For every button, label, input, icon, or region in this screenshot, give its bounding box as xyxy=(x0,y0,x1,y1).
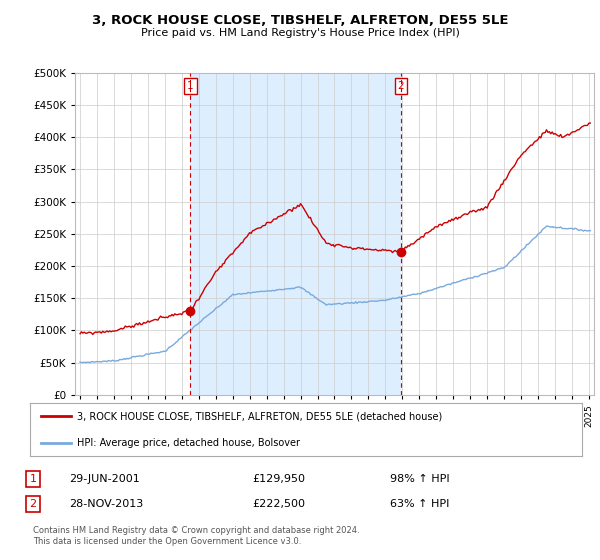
Text: £129,950: £129,950 xyxy=(252,474,305,484)
Text: HPI: Average price, detached house, Bolsover: HPI: Average price, detached house, Bols… xyxy=(77,438,300,448)
Text: 29-JUN-2001: 29-JUN-2001 xyxy=(69,474,140,484)
Text: Contains HM Land Registry data © Crown copyright and database right 2024.
This d: Contains HM Land Registry data © Crown c… xyxy=(33,526,359,546)
Text: 1: 1 xyxy=(187,81,194,91)
Text: 2: 2 xyxy=(29,499,37,509)
Text: 1: 1 xyxy=(29,474,37,484)
Text: 2: 2 xyxy=(398,81,404,91)
Text: 63% ↑ HPI: 63% ↑ HPI xyxy=(390,499,449,509)
Text: £222,500: £222,500 xyxy=(252,499,305,509)
Text: 3, ROCK HOUSE CLOSE, TIBSHELF, ALFRETON, DE55 5LE (detached house): 3, ROCK HOUSE CLOSE, TIBSHELF, ALFRETON,… xyxy=(77,412,442,422)
Text: 3, ROCK HOUSE CLOSE, TIBSHELF, ALFRETON, DE55 5LE: 3, ROCK HOUSE CLOSE, TIBSHELF, ALFRETON,… xyxy=(92,14,508,27)
Text: Price paid vs. HM Land Registry's House Price Index (HPI): Price paid vs. HM Land Registry's House … xyxy=(140,28,460,38)
Bar xyxy=(190,73,401,395)
Text: 98% ↑ HPI: 98% ↑ HPI xyxy=(390,474,449,484)
Text: 28-NOV-2013: 28-NOV-2013 xyxy=(69,499,143,509)
